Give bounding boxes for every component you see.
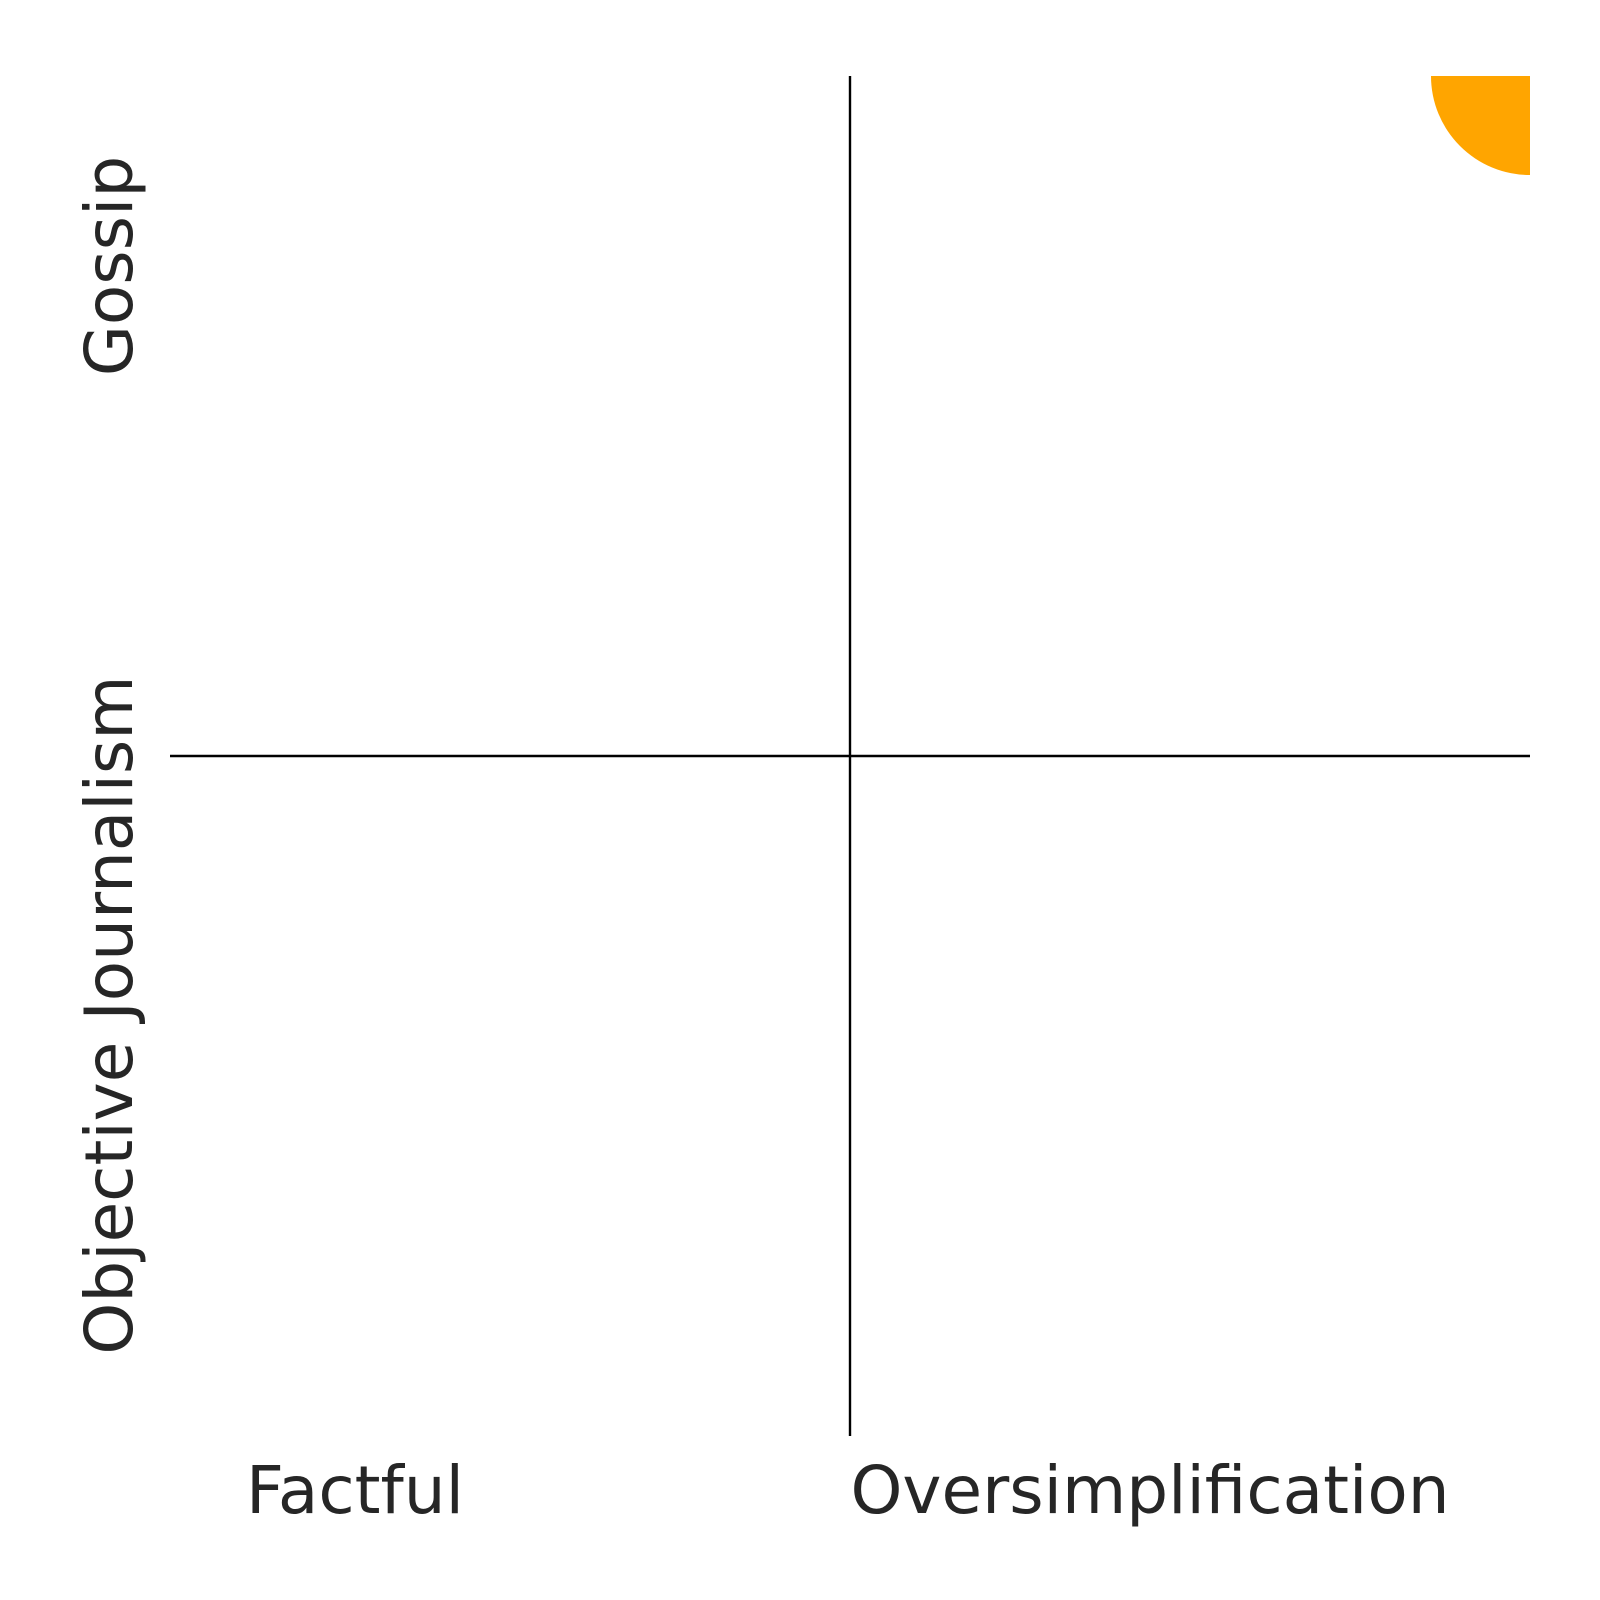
x-axis-high-label: Oversimplification xyxy=(850,1452,1449,1529)
y-axis-low-label: Objective Journalism xyxy=(71,675,148,1354)
data-points xyxy=(1431,76,1530,175)
y-axis-high-label: Gossip xyxy=(71,156,148,377)
x-axis-low-label: Factful xyxy=(246,1452,464,1529)
data-point xyxy=(1431,76,1530,175)
